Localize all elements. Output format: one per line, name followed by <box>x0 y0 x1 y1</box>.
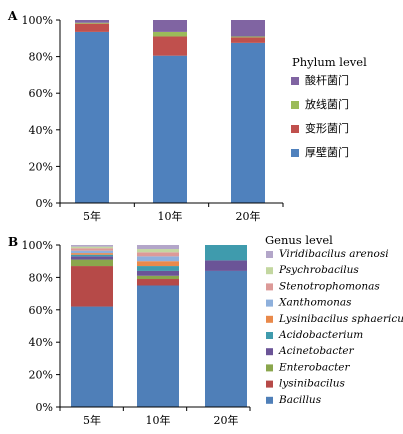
b-legend-label-lysinibacilus-sphaericus: Lysinibacilus sphaericus <box>278 313 403 325</box>
b-legend-swatch-viridibacilus-arenosi <box>266 251 273 258</box>
b-bar-acidobacterium <box>71 254 113 257</box>
b-legend-label-psychrobacilus: Psychrobacilus <box>278 264 359 276</box>
b-bar-lysinibacilus <box>71 266 113 307</box>
panel-a-label: A <box>7 9 18 23</box>
a-x-tick-label: 10年 <box>158 209 183 223</box>
b-legend-swatch-lysinibacilus-sphaericus <box>266 315 273 323</box>
a-bar-series <box>231 37 265 43</box>
a-legend-swatch-series <box>291 101 299 109</box>
b-y-tick-label: 80% <box>29 271 53 284</box>
panel-a-bars <box>75 20 265 204</box>
a-bar-series <box>153 36 187 56</box>
b-bar-viridibacilus-arenosi <box>71 245 113 247</box>
b-y-tick-label: 100% <box>22 239 53 252</box>
a-y-tick-label: 20% <box>29 160 53 173</box>
a-x-tick-label: 20年 <box>236 209 261 223</box>
panel-a-y-axis: 0% 20% 40% 60% 80% 100% <box>22 14 60 210</box>
b-legend-label-bacillus: Bacillus <box>278 394 322 406</box>
b-bar-psychrobacilus <box>137 249 179 253</box>
b-bar-acinetobacter <box>205 260 247 271</box>
panel-b-label: B <box>8 235 18 249</box>
b-x-tick-label: 10年 <box>146 413 171 427</box>
b-legend-label-acinetobacter: Acinetobacter <box>278 345 355 357</box>
b-legend-swatch-acinetobacter <box>266 348 273 356</box>
b-bar-acidobacterium <box>137 266 179 271</box>
b-bar-viridibacilus-arenosi <box>137 245 179 250</box>
b-bar-bacillus <box>205 270 247 407</box>
panel-b-bars <box>71 245 247 407</box>
b-y-tick-label: 20% <box>29 369 53 382</box>
b-bar-psychrobacilus <box>71 246 113 249</box>
a-bar-series <box>231 36 265 38</box>
a-bar-series <box>75 20 109 23</box>
b-legend-label-stenotrophomonas: Stenotrophomonas <box>279 280 380 292</box>
a-y-tick-label: 60% <box>29 87 53 100</box>
a-bar-series <box>231 20 265 37</box>
b-legend-label-xanthomonas: Xanthomonas <box>278 297 352 309</box>
b-legend-label-viridibacilus-arenosi: Viridibacilus arenosi <box>279 248 389 260</box>
b-legend-swatch-psychrobacilus <box>266 267 273 275</box>
b-bar-acinetobacter <box>137 270 179 276</box>
b-x-tick-label: 20年 <box>214 413 239 427</box>
b-legend-label-enterobacter: Enterobacter <box>278 361 350 373</box>
b-bar-lysinibacilus-sphaericus <box>71 253 113 255</box>
a-bar-series <box>75 22 109 24</box>
panel-a-axes <box>59 20 284 207</box>
a-y-tick-label: 80% <box>29 51 53 64</box>
b-legend-swatch-stenotrophomonas <box>266 283 273 291</box>
a-legend-swatch-series <box>291 149 299 157</box>
panel-a-chart: A 0% 20% 40% 60% 80% 100% 5年 10年 20年 Phylum lev… <box>7 9 367 223</box>
panel-a-legend-title: Phylum level <box>292 55 367 69</box>
a-legend-swatch-series <box>291 125 299 133</box>
b-bar-enterobacter <box>137 275 179 280</box>
b-y-tick-label: 60% <box>29 304 53 317</box>
panel-b-legend: Viridibacilus arenosi Psychrobacilus Steno… <box>266 248 403 406</box>
a-bar-series <box>231 42 265 203</box>
a-bar-series <box>153 55 187 204</box>
a-bar-series <box>75 31 109 203</box>
b-y-tick-label: 0% <box>36 401 53 414</box>
b-bar-bacillus <box>137 285 179 407</box>
b-bar-xanthomonas <box>137 256 179 262</box>
panel-b-axes <box>59 245 251 411</box>
a-y-tick-label: 100% <box>22 14 53 27</box>
b-bar-stenotrophomonas <box>71 248 113 251</box>
b-y-tick-label: 40% <box>29 336 53 349</box>
b-bar-stenotrophomonas <box>137 252 179 257</box>
panel-b-y-axis: 0% 20% 40% 60% 80% 100% <box>22 239 60 414</box>
b-bar-lysinibacilus-sphaericus <box>137 261 179 267</box>
b-bar-xanthomonas <box>71 250 113 254</box>
b-x-tick-label: 5年 <box>83 413 101 427</box>
b-legend-label-acidobacterium: Acidobacterium <box>278 329 363 341</box>
b-bar-lysinibacilus <box>137 279 179 286</box>
b-legend-swatch-lysinibacilus <box>266 380 273 388</box>
panel-b-chart: B 0% 20% 40% 60% 80% 100% 5年 10年 20年 Genus leve… <box>8 233 403 427</box>
panel-b-x-axis: 5年 10年 20年 <box>83 413 239 427</box>
a-legend-label-series: 放线菌门 <box>305 97 349 111</box>
b-bar-acinetobacter <box>71 256 113 260</box>
a-legend-swatch-series <box>291 77 299 85</box>
a-bar-series <box>75 23 109 32</box>
b-bar-acidobacterium <box>205 245 247 261</box>
a-x-tick-label: 5年 <box>83 209 101 223</box>
b-legend-swatch-xanthomonas <box>266 299 273 307</box>
panel-a-x-axis: 5年 10年 20年 <box>83 209 261 223</box>
b-legend-swatch-enterobacter <box>266 364 273 372</box>
b-bar-bacillus <box>71 306 113 407</box>
a-legend-label-series: 酸杆菌门 <box>305 73 349 87</box>
a-y-tick-label: 40% <box>29 124 53 137</box>
a-legend-label-series: 变形菌门 <box>305 121 349 135</box>
a-bar-series <box>153 31 187 37</box>
a-y-tick-label: 0% <box>36 197 53 210</box>
b-bar-enterobacter <box>71 259 113 267</box>
b-legend-swatch-acidobacterium <box>266 332 273 339</box>
b-legend-label-lysinibacilus: lysinibacilus <box>279 378 345 390</box>
panel-b-legend-title: Genus level <box>265 233 333 247</box>
a-bar-series <box>153 20 187 32</box>
a-legend-label-series: 厚壁菌门 <box>305 145 349 159</box>
b-legend-swatch-bacillus <box>266 396 273 404</box>
